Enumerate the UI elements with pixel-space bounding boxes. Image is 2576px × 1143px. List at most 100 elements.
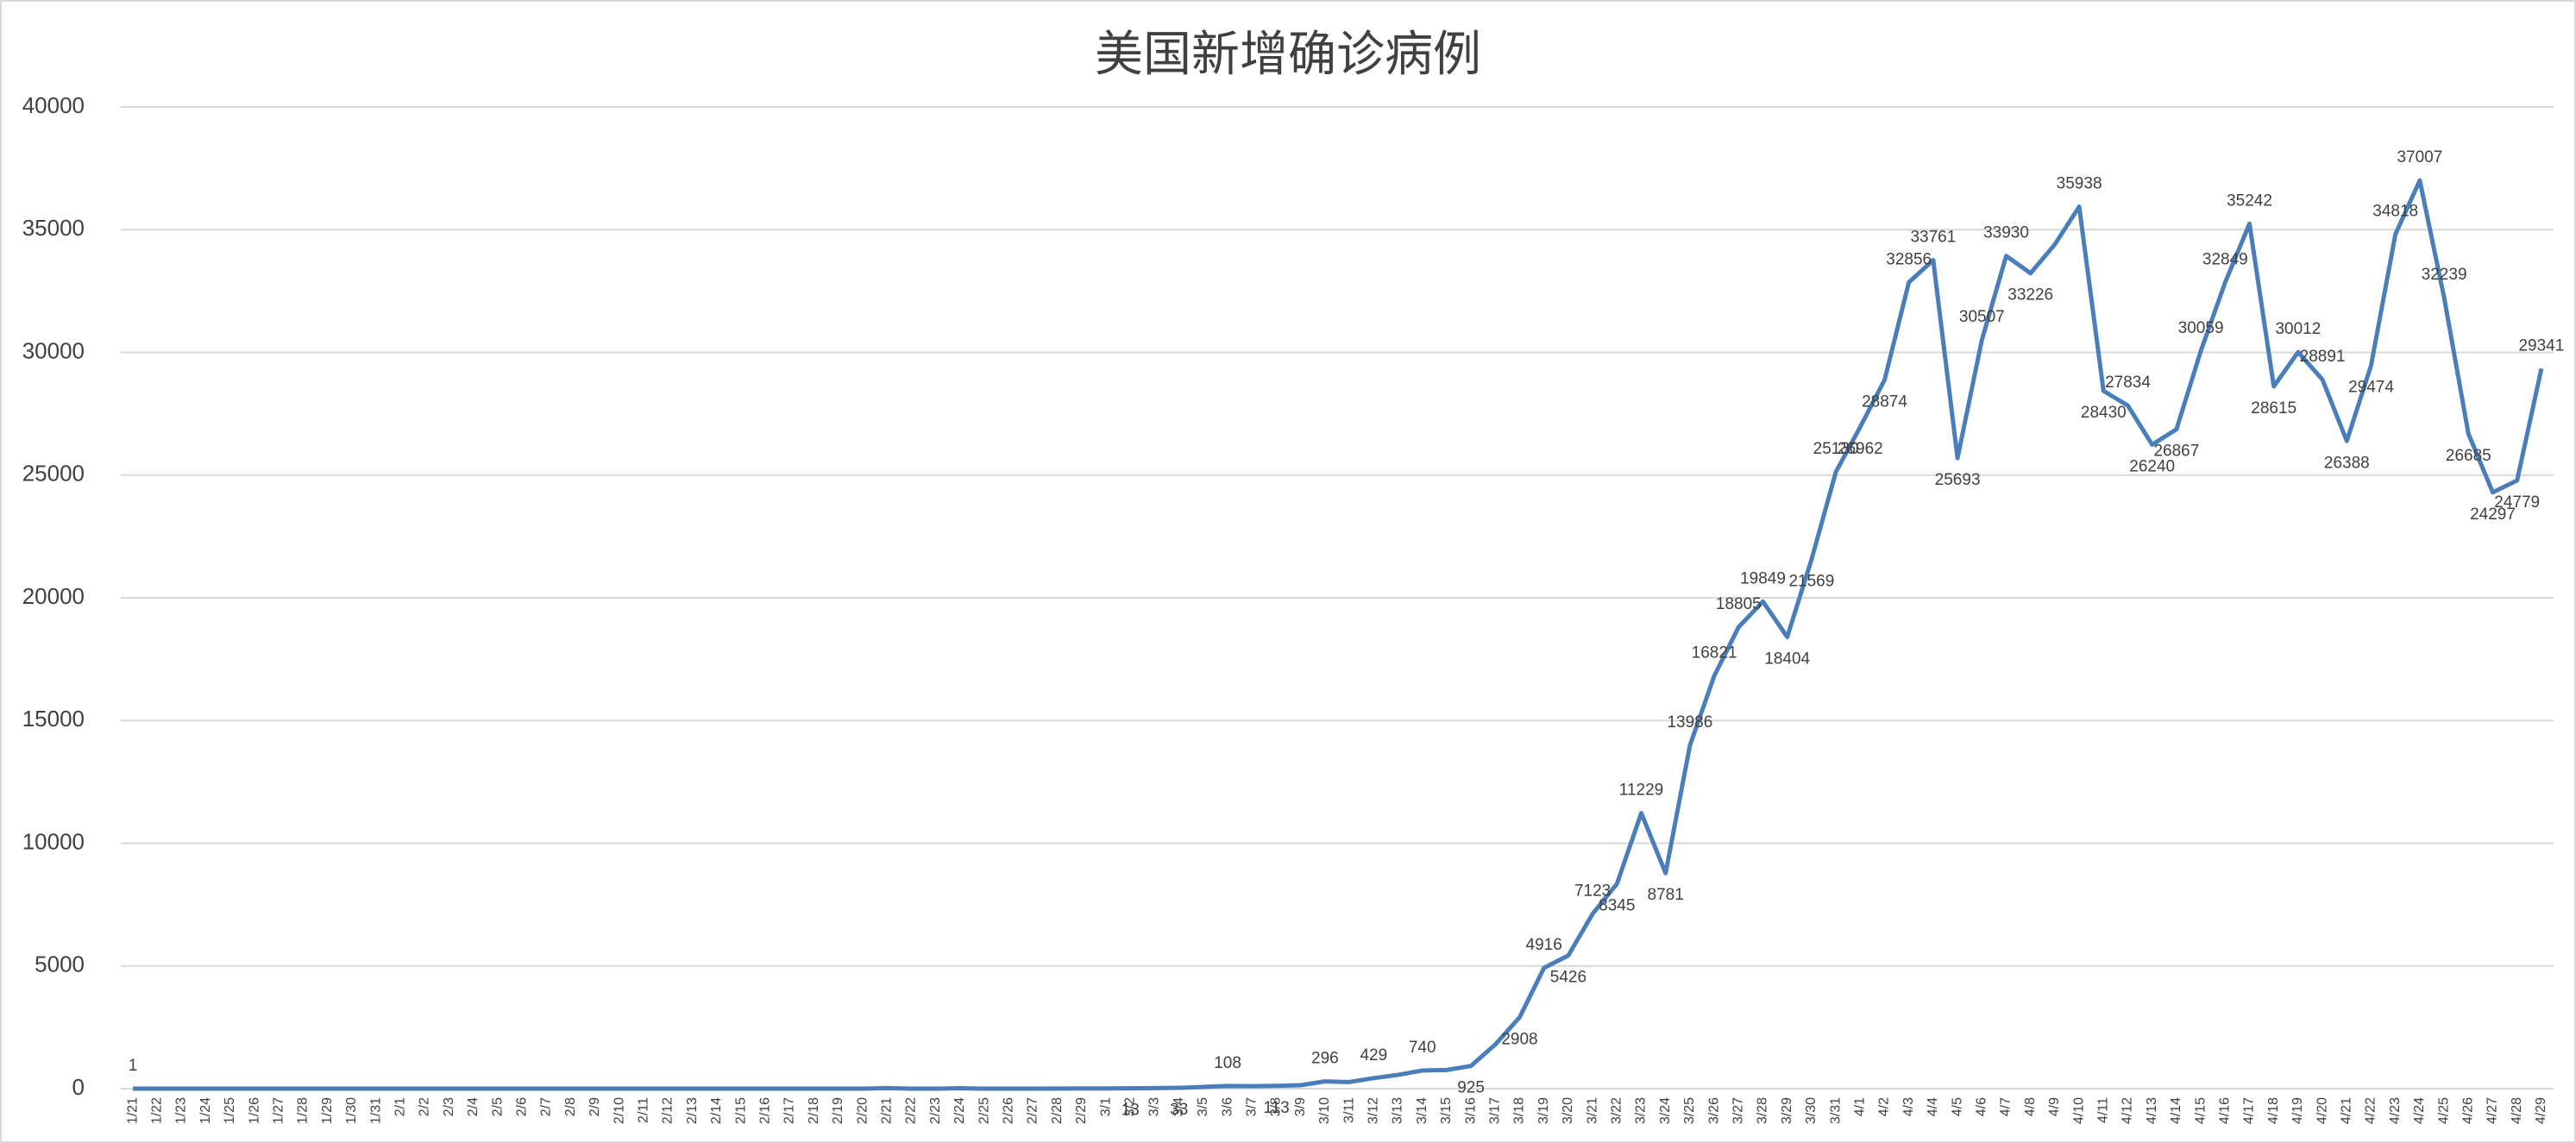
x-tick-label: 3/18 <box>1512 1097 1527 1124</box>
x-tick-label: 4/27 <box>2485 1097 2500 1124</box>
x-tick-label: 4/10 <box>2071 1097 2086 1124</box>
data-label: 29474 <box>2348 378 2394 396</box>
x-tick-label: 2/16 <box>758 1097 773 1124</box>
data-label: 25130 <box>1813 440 1859 458</box>
data-label: 19849 <box>1740 569 1786 587</box>
x-tick-label: 2/23 <box>928 1097 943 1124</box>
x-tick-label: 4/29 <box>2534 1097 2548 1124</box>
data-label: 33761 <box>1910 229 1956 247</box>
x-tick-label: 3/29 <box>1780 1097 1794 1124</box>
x-tick-label: 2/4 <box>466 1097 481 1116</box>
x-tick-label: 4/17 <box>2242 1097 2257 1124</box>
data-label: 35242 <box>2227 192 2272 210</box>
x-tick-label: 4/26 <box>2461 1097 2476 1124</box>
x-tick-label: 4/6 <box>1975 1097 1989 1116</box>
data-label: 26388 <box>2324 454 2370 472</box>
x-tick-label: 2/1 <box>393 1097 408 1116</box>
data-label: 11229 <box>1619 782 1663 800</box>
y-tick-label: 40000 <box>22 92 85 118</box>
y-tick-label: 30000 <box>22 337 85 363</box>
data-label: 18805 <box>1716 595 1762 613</box>
data-label: 108 <box>1214 1054 1241 1072</box>
x-tick-label: 4/11 <box>2096 1097 2111 1123</box>
x-tick-label: 4/4 <box>1926 1097 1940 1116</box>
x-tick-label: 2/14 <box>709 1097 724 1124</box>
data-label: 21569 <box>1788 572 1834 590</box>
x-tick-label: 3/25 <box>1682 1097 1697 1124</box>
x-tick-label: 3/4 <box>1172 1097 1186 1116</box>
data-label: 30012 <box>2275 320 2321 338</box>
x-tick-label: 2/13 <box>685 1097 700 1124</box>
x-tick-label: 2/25 <box>977 1097 991 1124</box>
x-tick-label: 2/24 <box>952 1097 967 1124</box>
x-tick-label: 3/6 <box>1220 1097 1235 1116</box>
data-label: 32849 <box>2202 250 2248 268</box>
x-tick-label: 4/21 <box>2340 1097 2354 1124</box>
data-label: 26962 <box>1838 440 1883 458</box>
x-tick-label: 3/14 <box>1415 1097 1429 1124</box>
data-label: 7123 <box>1574 882 1611 900</box>
data-label: 24297 <box>2470 506 2516 524</box>
data-label: 925 <box>1457 1079 1485 1097</box>
data-label: 8345 <box>1599 897 1635 915</box>
x-tick-label: 2/12 <box>661 1097 675 1124</box>
x-tick-label: 2/18 <box>807 1097 821 1124</box>
x-tick-label: 1/21 <box>125 1097 140 1124</box>
data-label: 26240 <box>2129 457 2175 475</box>
x-tick-label: 2/11 <box>637 1097 651 1123</box>
x-tick-label: 3/10 <box>1317 1097 1332 1124</box>
x-tick-label: 2/15 <box>733 1097 748 1124</box>
x-tick-label: 2/2 <box>418 1097 432 1116</box>
x-tick-label: 4/28 <box>2510 1097 2524 1124</box>
y-tick-label: 15000 <box>22 706 85 732</box>
x-tick-label: 2/27 <box>1026 1097 1040 1124</box>
x-tick-label: 3/8 <box>1269 1097 1284 1116</box>
data-label: 33226 <box>2007 286 2053 305</box>
x-tick-label: 1/25 <box>223 1097 237 1124</box>
data-label: 18404 <box>1764 650 1810 668</box>
data-label: 740 <box>1409 1039 1436 1057</box>
y-tick-label: 10000 <box>22 828 85 854</box>
x-tick-label: 4/5 <box>1950 1097 1964 1116</box>
y-tick-label: 0 <box>72 1074 85 1100</box>
data-label: 30059 <box>2178 319 2224 337</box>
x-tick-label: 1/24 <box>198 1097 213 1124</box>
x-tick-label: 3/5 <box>1196 1097 1210 1116</box>
data-label: 24779 <box>2494 493 2540 512</box>
x-tick-label: 1/29 <box>320 1097 335 1124</box>
x-tick-label: 1/31 <box>368 1097 383 1124</box>
x-tick-label: 4/13 <box>2145 1097 2159 1124</box>
x-tick-label: 1/26 <box>247 1097 261 1124</box>
x-tick-label: 2/17 <box>782 1097 797 1124</box>
data-label: 32856 <box>1886 250 1932 268</box>
x-tick-label: 3/23 <box>1634 1097 1649 1124</box>
x-tick-label: 2/3 <box>442 1097 456 1116</box>
data-label: 30507 <box>1959 308 2005 326</box>
x-tick-label: 3/9 <box>1293 1097 1308 1116</box>
x-tick-label: 4/14 <box>2169 1097 2183 1124</box>
x-tick-label: 4/12 <box>2120 1097 2135 1124</box>
data-label: 2908 <box>1501 1030 1537 1048</box>
data-label: 13986 <box>1667 713 1712 732</box>
data-label: 33 <box>1170 1101 1188 1119</box>
x-tick-label: 4/18 <box>2266 1097 2281 1124</box>
x-tick-label: 4/23 <box>2388 1097 2403 1124</box>
x-tick-label: 3/26 <box>1706 1097 1721 1124</box>
x-tick-label: 4/22 <box>2364 1097 2378 1124</box>
data-label: 113 <box>1263 1099 1289 1117</box>
x-tick-label: 4/1 <box>1853 1097 1868 1116</box>
data-label: 28874 <box>1862 393 1907 411</box>
x-tick-label: 3/2 <box>1123 1097 1138 1116</box>
y-tick-label: 5000 <box>35 951 85 977</box>
x-tick-label: 1/28 <box>296 1097 311 1124</box>
data-label: 33930 <box>1983 224 2029 242</box>
x-tick-label: 3/19 <box>1536 1097 1551 1124</box>
x-tick-label: 4/15 <box>2193 1097 2208 1124</box>
x-tick-label: 3/30 <box>1804 1097 1819 1124</box>
data-label: 25693 <box>1935 471 1981 489</box>
x-tick-label: 4/3 <box>1901 1097 1916 1116</box>
data-label: 16821 <box>1692 644 1737 662</box>
x-tick-label: 1/30 <box>344 1097 359 1124</box>
